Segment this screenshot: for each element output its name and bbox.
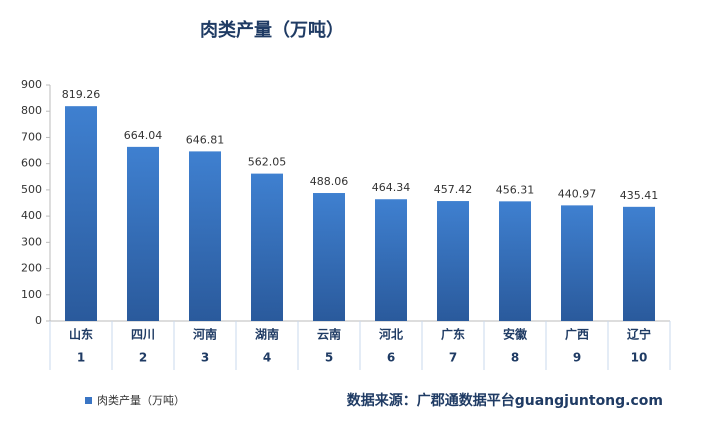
value-label: 464.34 [372, 181, 411, 194]
bar [189, 151, 221, 321]
x-tick-label: 山东 [69, 327, 93, 342]
x-tick-label: 云南 [317, 327, 341, 342]
bar [561, 205, 593, 321]
value-label: 562.05 [248, 156, 287, 169]
legend-label: 肉类产量（万吨） [97, 393, 185, 407]
chart-title: 肉类产量（万吨） [200, 19, 344, 41]
legend-swatch [85, 397, 92, 404]
x-tick-label: 辽宁 [627, 327, 651, 342]
bar [623, 206, 655, 321]
value-label: 440.97 [558, 187, 597, 200]
rank-label: 7 [449, 351, 457, 365]
bar [127, 146, 159, 321]
y-tick-label: 100 [21, 288, 42, 301]
bar [375, 199, 407, 321]
x-tick-label: 四川 [131, 328, 155, 342]
y-tick-label: 600 [21, 157, 42, 170]
value-label: 456.31 [496, 183, 535, 196]
bar [499, 201, 531, 321]
rank-label: 10 [631, 351, 648, 365]
rank-label: 2 [139, 351, 147, 365]
y-tick-label: 500 [21, 183, 42, 196]
x-tick-label: 广东 [441, 327, 465, 342]
y-tick-label: 900 [21, 78, 42, 91]
bar [437, 201, 469, 321]
value-label: 457.42 [434, 183, 473, 196]
x-tick-label: 湖南 [255, 327, 279, 342]
rank-label: 6 [387, 351, 395, 365]
rank-label: 4 [263, 351, 271, 365]
x-tick-label: 河南 [192, 327, 217, 342]
bar [251, 173, 283, 321]
y-tick-label: 0 [35, 314, 42, 327]
y-tick-label: 800 [21, 104, 42, 117]
x-tick-label: 安徽 [503, 327, 528, 342]
rank-label: 3 [201, 351, 209, 365]
x-tick-label: 河北 [378, 327, 403, 342]
y-tick-label: 700 [21, 130, 42, 143]
x-tick-label: 广西 [565, 327, 589, 342]
y-tick-label: 300 [21, 235, 42, 248]
rank-label: 8 [511, 351, 519, 365]
value-label: 435.41 [620, 189, 659, 202]
rank-label: 9 [573, 351, 581, 365]
value-label: 819.26 [62, 88, 101, 101]
bar [313, 193, 345, 321]
y-tick-label: 400 [21, 209, 42, 222]
value-label: 646.81 [186, 133, 225, 146]
source-note: 数据来源：广郡通数据平台guangjuntong.com [347, 392, 663, 409]
value-label: 664.04 [124, 129, 163, 142]
y-tick-label: 200 [21, 262, 42, 275]
value-label: 488.06 [310, 175, 349, 188]
rank-label: 1 [77, 351, 85, 365]
rank-label: 5 [325, 351, 333, 365]
bar [65, 106, 97, 322]
